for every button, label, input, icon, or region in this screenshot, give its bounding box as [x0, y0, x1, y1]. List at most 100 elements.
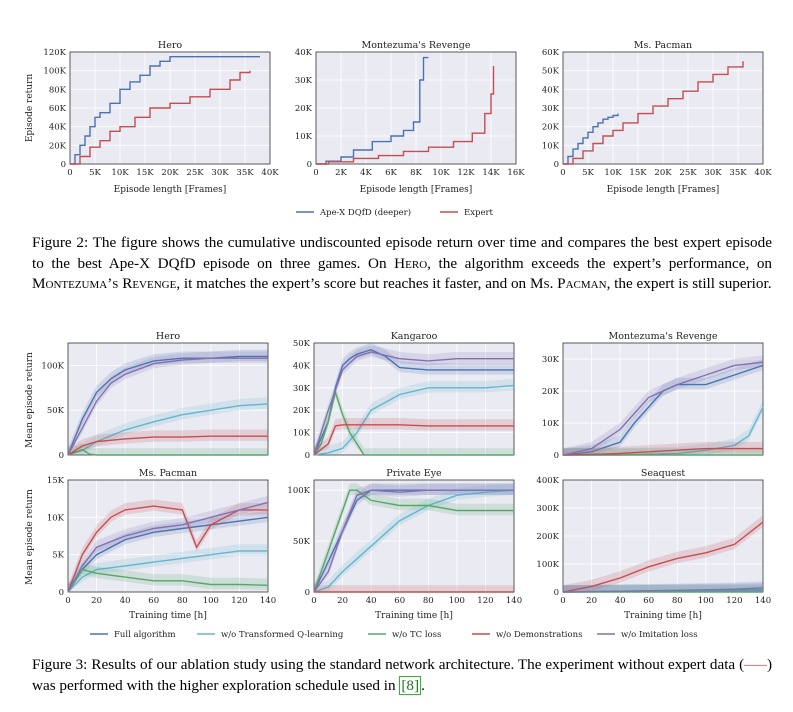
series-line	[313, 389, 514, 456]
series-band	[314, 483, 514, 592]
y-tick-label: 100K	[536, 560, 559, 570]
caption-text: , it matches the expert’s score but reac…	[176, 275, 530, 292]
y-tick-label: 0	[554, 451, 559, 461]
y-tick-label: 5K	[52, 551, 64, 561]
series-line	[67, 448, 268, 456]
x-tick-label: 80	[423, 596, 434, 606]
y-tick-label: 100K	[41, 361, 64, 371]
x-axis-label: Training time [h]	[624, 611, 702, 621]
x-tick-label: 35K	[729, 168, 747, 178]
game-name: Hero	[394, 254, 428, 272]
figure-2-canvas: 0 20K 40K 60K 80K 100K 120K 0 5K 10K 15K 20K 25K 30K 3…	[25, 40, 772, 218]
series-line	[563, 113, 619, 165]
y-tick-label: 400K	[536, 476, 559, 486]
legend-label: Full algorithm	[114, 630, 176, 640]
citation-link[interactable]: [8]	[399, 675, 422, 695]
series-line	[70, 56, 260, 165]
series-band	[314, 378, 514, 455]
series-line	[562, 447, 763, 456]
x-axis-label: Training time [h]	[375, 611, 453, 621]
x-axis-label: Episode length [Frames]	[360, 185, 473, 195]
y-tick-label: 200K	[536, 532, 559, 542]
x-tick-label: 2K	[335, 168, 347, 178]
x-tick-label: 20K	[654, 168, 672, 178]
chart-title: Private Eye	[386, 468, 442, 479]
x-tick-label: 40	[366, 596, 377, 606]
x-tick-label: 25K	[679, 168, 697, 178]
series-band	[563, 355, 763, 455]
x-tick-label: 35K	[236, 168, 254, 178]
y-tick-label: 300K	[536, 504, 559, 514]
series-line	[67, 357, 268, 456]
y-tick-label: 100K	[43, 67, 66, 77]
y-tick-label: 0	[61, 160, 66, 170]
chart-panel: 0 10K 20K 30K 40K 0 2K 4K 6K 8K 10K 12K 14K 16K Montez…	[295, 40, 525, 178]
y-tick-label: 40K	[49, 123, 67, 133]
series-line	[562, 521, 764, 593]
series-line	[316, 56, 429, 165]
plot-border	[315, 51, 517, 165]
series-line	[67, 505, 268, 593]
chart-panel: 0 5K 10K 15K 0 20 40 60 80 100 120 140 Ms. Pacman	[47, 468, 276, 606]
y-tick-label: 20K	[542, 387, 560, 397]
game-name: Ms. Pacman	[529, 275, 607, 292]
x-tick-label: 100	[203, 596, 219, 606]
y-tick-label: 10K	[293, 429, 311, 439]
series-line	[313, 348, 514, 456]
chart-title: Montezuma's Revenge	[362, 40, 471, 51]
y-axis-label: Mean episode return	[25, 352, 35, 448]
y-tick-label: 30K	[293, 384, 311, 394]
x-tick-label: 16K	[507, 168, 525, 178]
caption-text: ) was performed with the higher explorat…	[32, 656, 772, 694]
chart-panel: 0 50K 100K 0 20 40 60 80 100 120 140 Private Eye	[287, 468, 522, 606]
y-tick-label: 30K	[295, 76, 313, 86]
chart-title: Hero	[158, 40, 182, 51]
x-tick-label: 15K	[629, 168, 647, 178]
y-tick-label: 120K	[43, 48, 66, 58]
y-tick-label: 50K	[47, 406, 65, 416]
y-tick-label: 80K	[49, 85, 67, 95]
x-tick-label: 5K	[89, 168, 101, 178]
x-tick-label: 120	[477, 596, 493, 606]
y-tick-label: 0	[554, 588, 559, 598]
y-tick-label: 100K	[287, 486, 310, 496]
y-tick-label: 0	[59, 451, 64, 461]
legend-label: Ape-X DQfD (deeper)	[319, 207, 411, 218]
y-tick-label: 15K	[47, 476, 65, 486]
y-axis-label: Mean episode return	[25, 489, 35, 585]
series-line	[67, 435, 268, 456]
x-tick-label: 30K	[211, 168, 229, 178]
x-tick-label: 30K	[704, 168, 722, 178]
game-name: Montezuma’s Revenge	[32, 275, 177, 292]
x-tick-label: 0	[67, 168, 72, 178]
series-band	[563, 441, 763, 455]
x-tick-label: 5K	[582, 168, 594, 178]
series-line	[67, 403, 269, 456]
series-band	[314, 585, 514, 592]
legend-label: w/o TC loss	[392, 630, 441, 640]
x-tick-label: 20	[337, 596, 348, 606]
series-line	[313, 489, 515, 593]
y-tick-label: 20K	[542, 123, 560, 133]
x-tick-label: 10K	[432, 168, 450, 178]
y-tick-label: 40K	[293, 361, 311, 371]
legend-label: w/o Transformed Q-learning	[221, 630, 344, 640]
y-tick-label: 50K	[293, 537, 311, 547]
plot-border	[69, 51, 271, 165]
x-tick-label: 140	[260, 596, 276, 606]
chart-panel: 0 10K 20K 30K 40K 50K 60K 0 5K 10K 15K 20K 25K 30K 35K…	[542, 40, 772, 178]
series-line	[67, 568, 269, 593]
series-line	[313, 384, 515, 456]
x-axis-label: Episode length [Frames]	[114, 185, 227, 195]
series-band	[68, 495, 268, 592]
x-tick-label: 80	[177, 596, 188, 606]
series-line	[562, 364, 764, 456]
x-tick-label: 20	[91, 596, 102, 606]
series-line	[67, 501, 269, 593]
legend-label: Expert	[464, 208, 494, 218]
y-tick-label: 10K	[542, 419, 560, 429]
y-tick-label: 0	[307, 160, 312, 170]
caption-text: Figure 3: Results of our ablation study …	[32, 656, 745, 673]
x-tick-label: 0	[65, 596, 70, 606]
legend-label: w/o Demonstrations	[496, 630, 582, 640]
